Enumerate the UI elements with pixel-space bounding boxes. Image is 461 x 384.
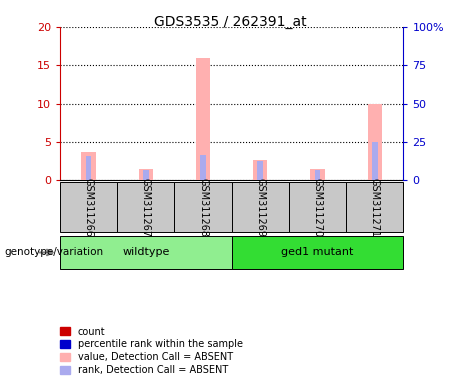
- Bar: [196, 58, 210, 180]
- Text: GDS3535 / 262391_at: GDS3535 / 262391_at: [154, 15, 307, 29]
- Bar: [117, 182, 174, 232]
- Bar: [139, 169, 153, 180]
- Legend: count, percentile rank within the sample, value, Detection Call = ABSENT, rank, : count, percentile rank within the sample…: [60, 326, 242, 375]
- Text: GSM311267: GSM311267: [141, 178, 151, 237]
- Text: GSM311266: GSM311266: [83, 178, 94, 237]
- Bar: [231, 182, 289, 232]
- Bar: [372, 142, 378, 180]
- Text: ged1 mutant: ged1 mutant: [281, 247, 354, 258]
- Text: GSM311269: GSM311269: [255, 178, 265, 237]
- Bar: [289, 182, 346, 232]
- Text: GSM311268: GSM311268: [198, 178, 208, 237]
- Bar: [200, 155, 206, 180]
- Text: GSM311271: GSM311271: [370, 178, 380, 237]
- Bar: [346, 182, 403, 232]
- Bar: [231, 236, 403, 269]
- Bar: [60, 182, 117, 232]
- Bar: [82, 152, 96, 180]
- Bar: [310, 169, 325, 180]
- Bar: [367, 104, 382, 180]
- Bar: [253, 160, 267, 180]
- Bar: [86, 156, 91, 180]
- Bar: [174, 182, 231, 232]
- Bar: [315, 170, 320, 180]
- Text: genotype/variation: genotype/variation: [5, 247, 104, 258]
- Text: GSM311270: GSM311270: [313, 178, 323, 237]
- Text: wildtype: wildtype: [122, 247, 170, 258]
- Bar: [143, 170, 148, 180]
- Bar: [257, 161, 263, 180]
- Bar: [60, 236, 231, 269]
